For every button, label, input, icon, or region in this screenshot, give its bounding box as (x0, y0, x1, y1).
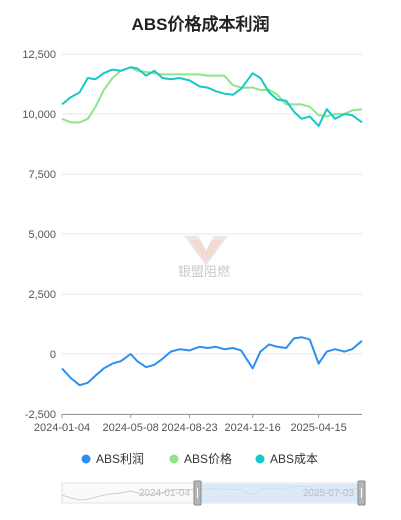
series-layer (61, 66, 363, 387)
series-line-1[interactable] (61, 336, 363, 387)
x-axis: 2024-01-04 2024-05-08 2024-08-23 2024-12-16… (34, 414, 362, 434)
legend-item-1[interactable]: ABS利润 (81, 452, 145, 466)
y-tick-label: 5,000 (28, 229, 56, 241)
legend-label: ABS价格 (184, 451, 232, 466)
legend-label: ABS成本 (270, 452, 318, 466)
legend-item-3[interactable]: ABS成本 (255, 452, 319, 466)
zoom-selected-range[interactable] (197, 484, 362, 502)
series-line-3[interactable] (61, 66, 363, 127)
y-tick-label: 7,500 (28, 169, 56, 181)
y-tick-label: 0 (50, 349, 56, 361)
legend-marker (81, 454, 91, 464)
x-tick-label: 2024-08-23 (161, 422, 217, 434)
zoom-slider: 2024-01-04 2025-07-03 (61, 480, 366, 506)
x-tick-label: 2024-12-16 (225, 422, 281, 434)
y-tick-label: 10,000 (22, 109, 56, 121)
legend-marker (255, 454, 265, 464)
zoom-end-label: 2025-07-03 (303, 488, 355, 499)
chart-title: ABS价格成本利润 (131, 15, 270, 34)
watermark-logo (184, 236, 228, 266)
y-axis-ticks: 12,500 10,000 7,500 5,000 2,500 0 -2,500 (22, 49, 56, 421)
zoom-start-label: 2024-01-04 (139, 488, 191, 499)
watermark-text: 银盟阻燃 (178, 264, 230, 280)
x-tick-label: 2024-01-04 (34, 422, 90, 434)
legend: ABS利润 ABS价格 ABS成本 (81, 451, 319, 466)
x-tick-label: 2025-04-15 (290, 422, 346, 434)
watermark: 银盟阻燃 (178, 236, 230, 280)
legend-item-2[interactable]: ABS价格 (169, 451, 233, 466)
y-tick-label: -2,500 (25, 409, 56, 421)
legend-label: ABS利润 (96, 452, 144, 466)
x-tick-label: 2024-05-08 (103, 422, 159, 434)
series-line-2[interactable] (61, 66, 363, 124)
y-tick-label: 2,500 (28, 289, 56, 301)
zoom-handle-left[interactable] (193, 480, 202, 506)
legend-marker (169, 454, 179, 464)
y-tick-label: 12,500 (22, 49, 56, 61)
zoom-handle-right[interactable] (357, 480, 366, 506)
